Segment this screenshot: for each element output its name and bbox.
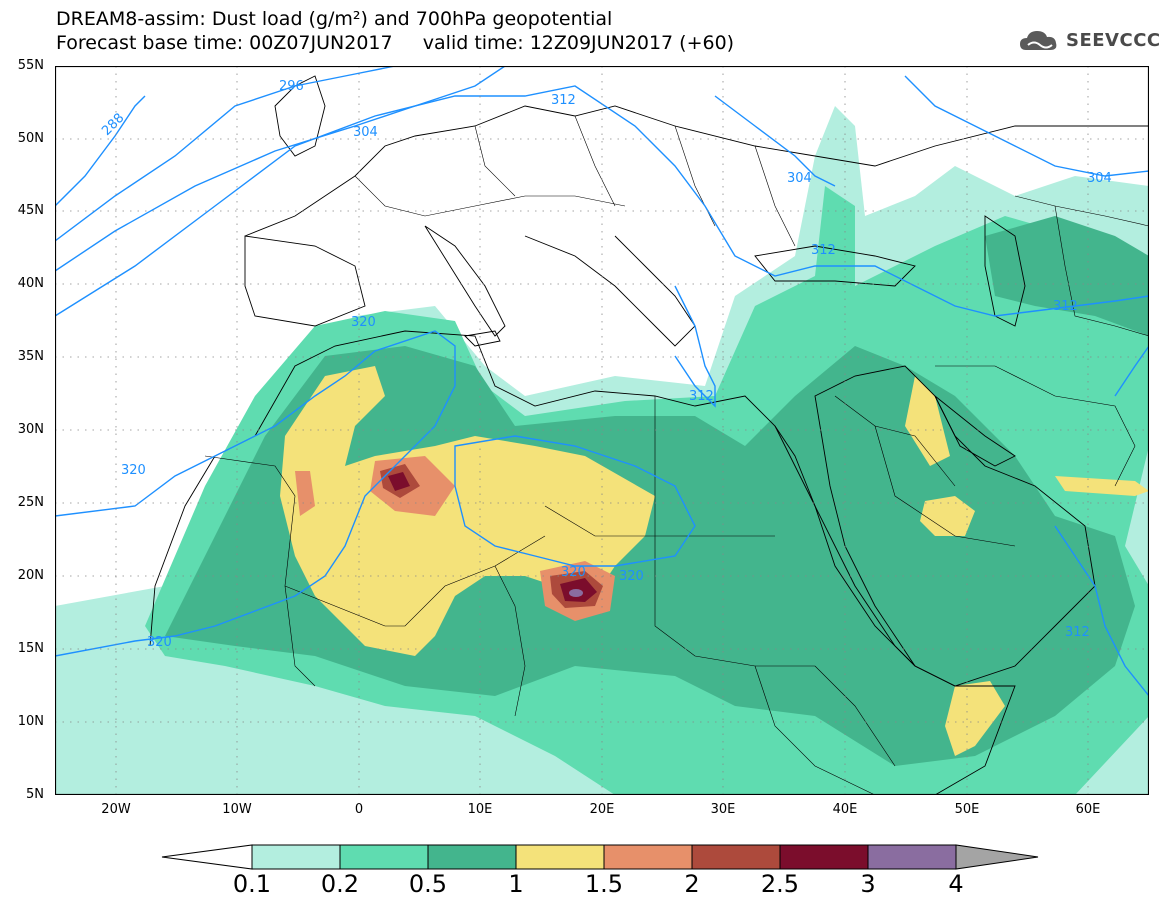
lon-label-20e: 20E <box>589 802 615 817</box>
lat-label-35n: 35N <box>17 349 44 364</box>
lon-label-20w: 20W <box>101 802 131 817</box>
colorbar-bin-7 <box>779 844 869 870</box>
map-title: DREAM8-assim: Dust load (g/m²) and 700hP… <box>56 8 613 30</box>
lat-label-10n: 10N <box>17 714 44 729</box>
border-middle-east <box>834 395 1016 547</box>
colorbar-bin-3 <box>427 844 517 870</box>
border-west-africa <box>204 455 546 717</box>
contour-320-c <box>1114 345 1149 397</box>
colorbar-bin-6 <box>691 844 781 870</box>
lon-label-40e: 40E <box>832 802 858 817</box>
coastline-balkans <box>524 235 696 347</box>
contour-296-a <box>55 66 396 242</box>
contour-label-320-e: 320 <box>147 635 172 650</box>
colorbar-tick-0-1: 0.1 <box>232 870 272 898</box>
contour-label-320-c: 320 <box>561 565 586 580</box>
colorbar-tick-2: 2 <box>684 870 700 898</box>
dust-band-yellow-5 <box>945 681 1005 756</box>
contour-label-296: 296 <box>279 79 304 94</box>
contour-304-b <box>714 95 836 187</box>
colorbar-tick-0-2: 0.2 <box>320 870 360 898</box>
lon-label-60e: 60E <box>1075 802 1101 817</box>
colorbar-bin-2 <box>339 844 429 870</box>
dust-band-yellow-4 <box>1055 476 1149 496</box>
colorbar-tick-3: 3 <box>860 870 876 898</box>
lat-label-15n: 15N <box>17 641 44 656</box>
colorbar-tick-1-5: 1.5 <box>584 870 624 898</box>
colorbar-arrow-right <box>955 844 1039 870</box>
lat-label-20n: 20N <box>17 568 44 583</box>
contour-312-a <box>55 85 1149 317</box>
lon-label-50e: 50E <box>954 802 980 817</box>
logo-text: SEEVCCC <box>1066 30 1161 51</box>
coastline-red-sea <box>774 425 916 667</box>
lat-label-40n: 40N <box>17 276 44 291</box>
border-iran <box>935 365 1136 487</box>
contour-label-304-a: 304 <box>353 125 378 140</box>
dust-band-light-2 <box>55 656 315 795</box>
contour-label-320-d: 320 <box>619 569 644 584</box>
contour-label-312-c: 312 <box>1053 299 1078 314</box>
lat-label-25n: 25N <box>17 495 44 510</box>
coastline-black-sea <box>754 245 916 287</box>
coastline-iberia <box>244 235 366 327</box>
dust-band-orange-3 <box>295 471 315 516</box>
contour-312-c <box>1054 525 1149 697</box>
colorbar-arrow-left <box>161 844 253 870</box>
border-libya-egypt <box>544 396 775 537</box>
lat-label-45n: 45N <box>17 203 44 218</box>
cloud-icon <box>1020 31 1057 50</box>
coastline-italy <box>424 225 506 337</box>
dust-map: 296 288 312 304 304 304 312 312 320 320 … <box>55 66 1149 795</box>
lat-label-5n: 5N <box>26 787 44 802</box>
seevccc-logo: SEEVCCC <box>1018 26 1161 56</box>
border-central-asia <box>1014 195 1149 337</box>
lon-label-10w: 10W <box>222 802 252 817</box>
dust-band-maroon-2 <box>388 472 410 491</box>
border-east-africa <box>754 665 896 795</box>
coastline-caspian <box>984 215 1026 327</box>
contour-288 <box>55 95 146 207</box>
dust-band-purple <box>569 589 583 597</box>
contour-320-b <box>454 435 696 567</box>
lat-label-50n: 50N <box>17 131 44 146</box>
colorbar-bin-1 <box>251 844 341 870</box>
contour-312-b <box>674 285 716 408</box>
map-subtitle: Forecast base time: 00Z07JUN2017 valid t… <box>56 32 735 54</box>
contour-label-312-b: 312 <box>811 243 836 258</box>
lat-label-30n: 30N <box>17 422 44 437</box>
colorbar-tick-1: 1 <box>508 870 524 898</box>
lon-label-30e: 30E <box>710 802 736 817</box>
colorbar-tick-4: 4 <box>948 870 964 898</box>
coastline-europe <box>244 105 1149 237</box>
contour-label-312-a: 312 <box>551 93 576 108</box>
map-frame <box>55 66 1149 795</box>
contour-label-320-a: 320 <box>351 315 376 330</box>
colorbar <box>161 844 1039 870</box>
colorbar-bin-8 <box>867 844 957 870</box>
coastline-persian-gulf <box>934 395 1016 467</box>
colorbar-bin-5 <box>603 844 693 870</box>
lon-label-0: 0 <box>354 802 364 817</box>
contour-label-312-d: 312 <box>689 389 714 404</box>
contour-label-320-b: 320 <box>121 463 146 478</box>
colorbar-tick-0-5: 0.5 <box>408 870 448 898</box>
contour-304-c <box>904 75 1149 177</box>
contour-label-304-c: 304 <box>1087 171 1112 186</box>
border-sudan <box>654 536 815 667</box>
contour-320-a <box>55 330 456 657</box>
lon-label-10e: 10E <box>467 802 493 817</box>
border-europe <box>354 115 796 247</box>
dust-band-yellow-3 <box>920 496 975 536</box>
contour-label-312-e: 312 <box>1065 625 1090 640</box>
colorbar-tick-2-5: 2.5 <box>760 870 800 898</box>
colorbar-bin-4 <box>515 844 605 870</box>
lat-label-55n: 55N <box>17 58 44 73</box>
coastline-britain <box>274 75 326 157</box>
coastline-sicily <box>464 330 501 347</box>
contour-label-304-b: 304 <box>787 171 812 186</box>
dust-band-yellow-2 <box>905 376 950 466</box>
